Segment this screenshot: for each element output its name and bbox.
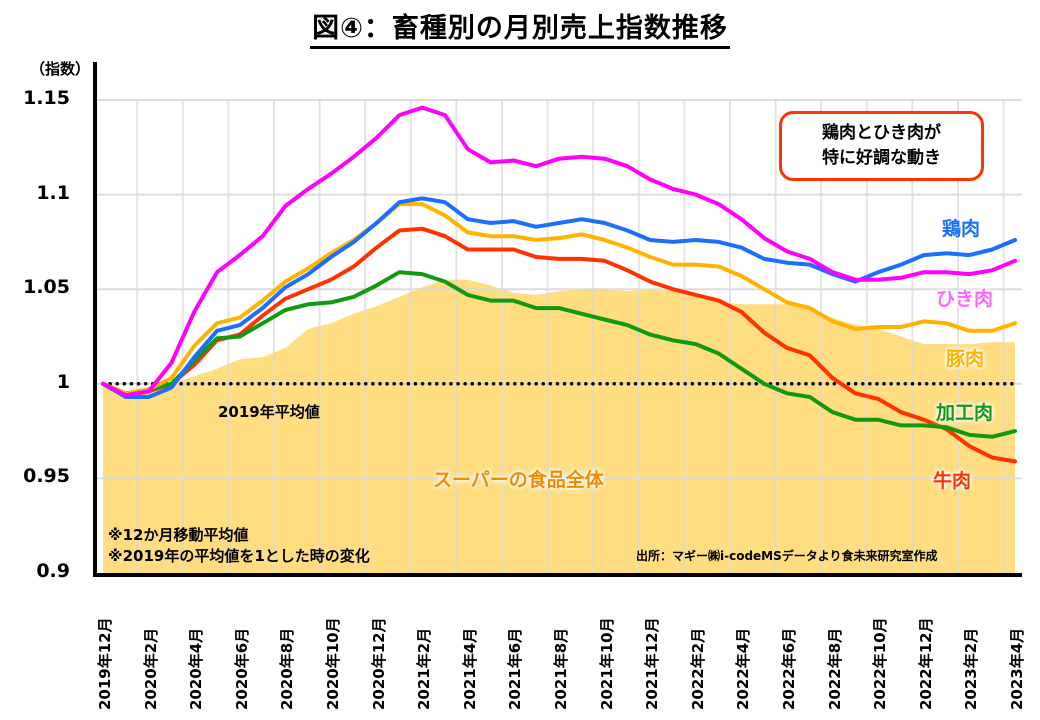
series-label-chicken: 鶏肉 (942, 218, 981, 240)
x-tick-label: 2021年6月 (506, 627, 525, 710)
x-tick-label: 2021年4月 (460, 627, 479, 710)
x-tick-label: 2020年6月 (232, 627, 251, 710)
x-tick-label: 2021年8月 (552, 627, 570, 710)
area-total-food (103, 279, 1015, 573)
series-label-minced: ひき肉 (936, 288, 994, 310)
area-label: スーパーの食品全体 (433, 469, 604, 491)
x-tick-label: 2021年2月 (415, 627, 434, 710)
callout-line-2: 特に好調な動き (822, 148, 941, 168)
note-moving-average: ※12か月移動平均値 (108, 526, 249, 544)
x-tick-label: 2020年2月 (141, 627, 160, 710)
x-tick-label: 2021年10月 (597, 617, 616, 710)
x-tick-label: 2020年8月 (278, 627, 297, 710)
x-tick-label: 2020年10月 (324, 617, 342, 710)
series-label-pork: 豚肉 (946, 348, 985, 370)
x-tick-label: 2022年4月 (734, 627, 753, 710)
y-tick-label: 1.15 (23, 87, 70, 109)
callout-line-1: 鶏肉とひき肉が (822, 123, 941, 143)
chart-title: 図④：畜種別の月別売上指数推移 (0, 6, 1040, 49)
x-tick-label: 2019年12月 (96, 617, 114, 710)
series-line-3 (101, 270, 1017, 439)
x-tick-label: 2020年12月 (369, 617, 388, 710)
y-axis-label: （指数） (30, 60, 91, 78)
x-tick-label: 2022年10月 (871, 617, 890, 710)
x-tick-label: 2021年12月 (643, 617, 662, 710)
series-line-4 (101, 226, 1017, 464)
x-tick-label: 2023年2月 (962, 627, 981, 710)
callout-annotation: 鶏肉とひき肉が 特に好調な動き (779, 111, 984, 181)
y-tick-label: 1 (56, 370, 70, 393)
x-tick-label: 2022年2月 (688, 627, 707, 710)
x-tick-label: 2020年4月 (187, 627, 206, 710)
y-tick-label: 0.9 (36, 560, 70, 582)
series-label-processed: 加工肉 (936, 402, 994, 424)
x-tick-label: 2022年8月 (825, 627, 844, 710)
x-tick-label: 2022年12月 (916, 617, 935, 710)
series-line-2 (101, 202, 1017, 396)
series-line-1 (101, 105, 1017, 398)
series-label-beef: 牛肉 (933, 470, 972, 492)
note-baseline: ※2019年の平均値を1とした時の変化 (108, 547, 370, 565)
source-note: 出所：マギー㈱i-codeMSデータより食未来研究室作成 (636, 549, 938, 563)
y-tick-label: 0.95 (23, 465, 70, 488)
x-tick-label: 2023年4月 (1008, 627, 1026, 710)
reference-line-label: 2019年平均値 (218, 403, 320, 421)
y-tick-label: 1.05 (23, 276, 70, 299)
x-tick-label: 2022年6月 (780, 627, 798, 710)
y-tick-label: 1.1 (36, 181, 70, 204)
